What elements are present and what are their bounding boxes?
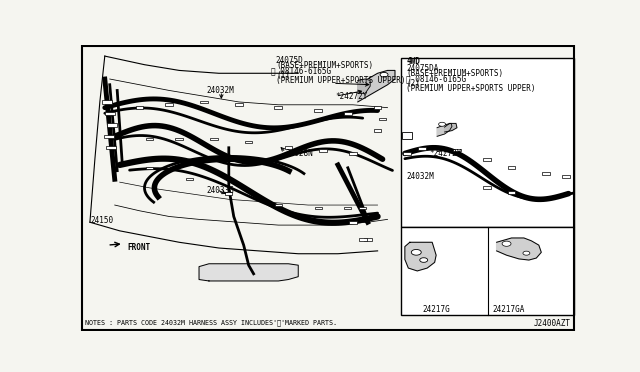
Bar [508,191,515,193]
Text: (2): (2) [406,79,420,88]
Polygon shape [358,79,370,93]
Bar [483,158,491,161]
Bar [403,132,412,139]
Circle shape [420,258,428,262]
Bar [245,141,252,143]
Text: 24032M: 24032M [406,172,434,181]
Text: 24150: 24150 [91,216,114,225]
Bar [562,175,570,178]
Bar [136,106,143,109]
Bar [401,58,573,227]
Circle shape [502,241,511,246]
Text: *24272Y: *24272Y [335,92,368,101]
Bar [344,112,352,115]
Text: 24075DA: 24075DA [406,64,439,73]
Polygon shape [445,124,457,132]
Polygon shape [199,264,298,281]
Bar [200,100,208,103]
Circle shape [380,73,388,77]
Bar [419,147,426,150]
Text: 24075D: 24075D [276,56,303,65]
Text: 4WD: 4WD [406,57,420,66]
Bar [483,186,491,189]
Bar [374,129,381,132]
Bar [285,147,292,149]
Bar [275,106,282,109]
Text: (BASE+PREMIUM+SPORTS): (BASE+PREMIUM+SPORTS) [406,69,504,78]
Bar [508,166,515,169]
Text: (PREMIUM UPPER+SPORTS UPPER): (PREMIUM UPPER+SPORTS UPPER) [406,84,536,93]
Bar [379,118,387,121]
Bar [364,238,372,241]
Text: FRONT: FRONT [127,243,150,252]
Polygon shape [437,124,452,136]
Text: (1): (1) [276,71,290,80]
Bar [315,207,321,209]
Text: Ⓑ 08146-6165G: Ⓑ 08146-6165G [271,66,331,75]
Bar [542,172,550,175]
Bar [235,103,243,106]
Text: NOTES : PARTS CODE 24032M HARNESS ASSY INCLUDES'Ⓑ'MARKED PARTS.: NOTES : PARTS CODE 24032M HARNESS ASSY I… [85,320,337,326]
Bar [104,135,114,138]
Text: (PREMIUM UPPER+SPORTS UPPER): (PREMIUM UPPER+SPORTS UPPER) [276,76,405,85]
Bar [165,103,173,106]
Bar [102,100,112,104]
Circle shape [412,250,421,255]
Bar [275,204,282,206]
Circle shape [523,251,530,255]
Polygon shape [358,70,395,102]
Bar [349,221,356,224]
Bar [359,238,367,241]
Bar [319,149,327,152]
Bar [225,192,232,195]
Bar [186,178,193,180]
Circle shape [438,122,445,126]
Bar [108,123,117,126]
Bar [314,109,322,112]
Bar [106,146,116,150]
Polygon shape [497,238,541,260]
Bar [359,207,366,209]
Bar [453,149,461,151]
Text: J2400AZT: J2400AZT [534,318,571,328]
Text: 24033G: 24033G [207,186,234,195]
Polygon shape [405,242,436,271]
Text: 24028N: 24028N [286,149,314,158]
Bar [349,152,356,155]
Bar [403,152,412,155]
Bar [374,106,381,109]
Bar [344,207,351,209]
Text: 24217GA: 24217GA [493,305,525,314]
Text: 24032M: 24032M [207,86,234,95]
Text: Ⓑ 08146-6165G: Ⓑ 08146-6165G [406,74,467,83]
Bar [175,138,183,141]
Text: (BASE+PREMIUM+SPORTS): (BASE+PREMIUM+SPORTS) [276,61,373,70]
Bar [401,227,573,315]
Text: *24272Y: *24272Y [429,149,462,158]
Bar [146,167,153,169]
Bar [210,138,218,141]
Text: 24217G: 24217G [422,305,450,314]
Bar [146,138,153,141]
Bar [105,112,115,115]
